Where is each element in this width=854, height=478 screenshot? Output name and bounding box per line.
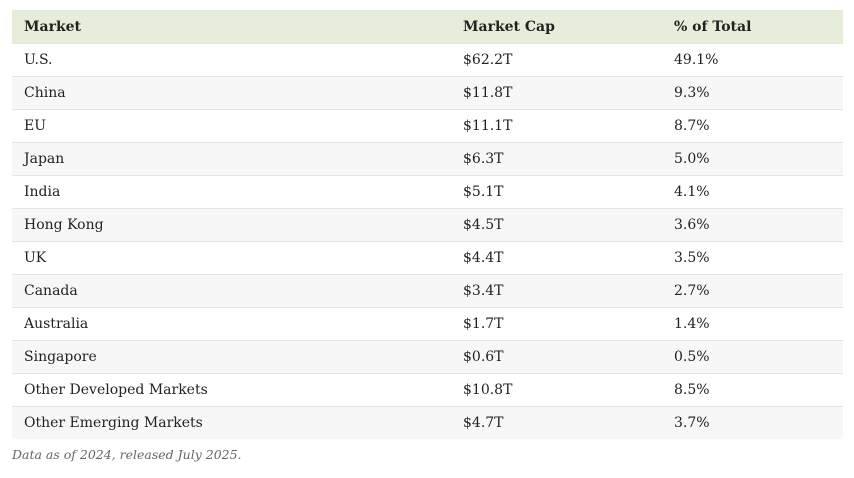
table-cell: $1.7T (451, 307, 662, 341)
table-cell: Canada (12, 274, 451, 308)
table-cell: $11.8T (451, 76, 662, 110)
table-container: Market Market Cap% of Total U.S. $62.2T 49.… (12, 10, 843, 462)
table-cell: $11.1T (451, 109, 662, 143)
table-cell: $10.8T (451, 373, 662, 407)
table-cell: $3.4T (451, 274, 662, 308)
table-row: India $5.1T 4.1% (12, 175, 843, 209)
table-row: Australia $1.7T 1.4% (12, 307, 843, 341)
footnote: Data as of 2024, released July 2025. (12, 447, 242, 462)
table-row: Hong Kong $4.5T 3.6% (12, 208, 843, 242)
table-cell: $4.5T (451, 208, 662, 242)
table-cell: Hong Kong (12, 208, 451, 242)
table-cell: India (12, 175, 451, 209)
table-cell: EU (12, 109, 451, 143)
table-row: EU $11.1T 8.7% (12, 109, 843, 143)
table-cell: Japan (12, 142, 451, 176)
table-row: UK $4.4T 3.5% (12, 241, 843, 275)
table-cell: $4.4T (451, 241, 662, 275)
table-cell: Other Emerging Markets (12, 406, 451, 439)
table-row: U.S. $62.2T 49.1% (12, 43, 843, 77)
table-row: Other Emerging Markets $4.7T 3.7% (12, 406, 843, 439)
table-cell: 8.7% (662, 109, 843, 143)
table-cell: 2.7% (662, 274, 843, 308)
table-cell: $6.3T (451, 142, 662, 176)
table-cell: $4.7T (451, 406, 662, 439)
column-header: % of Total (662, 10, 843, 44)
table-cell: 8.5% (662, 373, 843, 407)
column-header: Market Cap (451, 10, 662, 44)
table-cell: $5.1T (451, 175, 662, 209)
table-row: Japan $6.3T 5.0% (12, 142, 843, 176)
table-cell: 5.0% (662, 142, 843, 176)
table-cell: 1.4% (662, 307, 843, 341)
table-cell: 3.5% (662, 241, 843, 275)
table-cell: $0.6T (451, 340, 662, 374)
table-row: Canada $3.4T 2.7% (12, 274, 843, 308)
column-header: Market (12, 10, 451, 44)
table-cell: 0.5% (662, 340, 843, 374)
table-cell: 49.1% (662, 43, 843, 77)
table-cell: Singapore (12, 340, 451, 374)
table-cell: Australia (12, 307, 451, 341)
table-cell: Other Developed Markets (12, 373, 451, 407)
table-cell: 9.3% (662, 76, 843, 110)
table-cell: China (12, 76, 451, 110)
data-table: Market Market Cap% of Total U.S. $62.2T 49.… (12, 10, 843, 439)
table-cell: 4.1% (662, 175, 843, 209)
table-cell: U.S. (12, 43, 451, 77)
table-cell: 3.7% (662, 406, 843, 439)
table-cell: $62.2T (451, 43, 662, 77)
table-row: Singapore $0.6T 0.5% (12, 340, 843, 374)
table-row: China $11.8T 9.3% (12, 76, 843, 110)
table-cell: 3.6% (662, 208, 843, 242)
table-cell: UK (12, 241, 451, 275)
header-row: Market Market Cap% of Total (12, 10, 843, 44)
table-row: Other Developed Markets $10.8T 8.5% (12, 373, 843, 407)
